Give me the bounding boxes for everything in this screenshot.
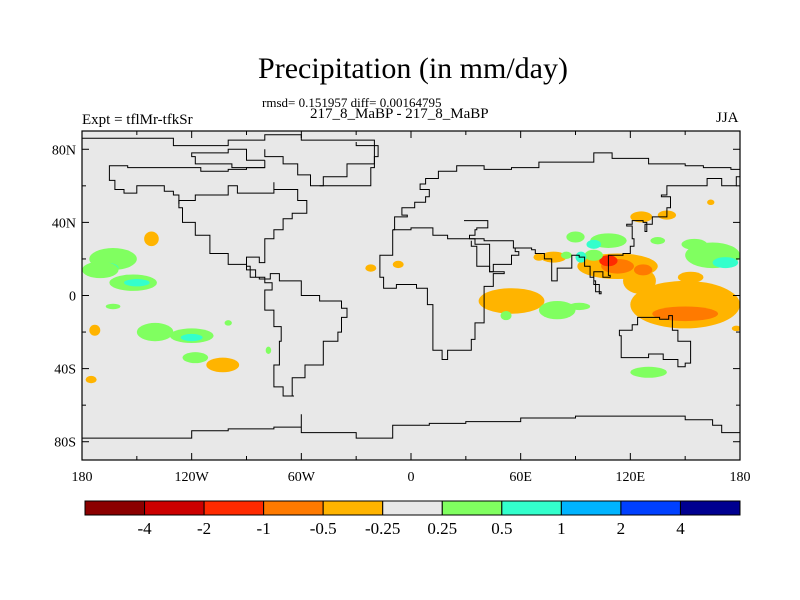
colorbar-swatch xyxy=(679,500,741,516)
anomaly-region xyxy=(89,324,101,336)
colorbar-label: 1 xyxy=(557,519,566,538)
colorbar-swatch xyxy=(560,500,622,516)
anomaly-region xyxy=(478,288,545,314)
anomaly-region xyxy=(584,249,603,261)
chart-title: Precipitation (in mm/day) xyxy=(258,52,568,85)
case-name-label: 217_8_MaBP - 217_8_MaBP xyxy=(310,106,489,122)
coastline xyxy=(108,165,265,205)
colorbar-swatch xyxy=(84,500,146,516)
colorbar-label: -1 xyxy=(257,519,271,538)
y-tick-label: 40N xyxy=(52,216,76,231)
x-tick-label: 180 xyxy=(730,470,751,485)
x-axis: 180 120W 60W 0 60E 120E 180 xyxy=(72,131,751,485)
coastline xyxy=(513,174,740,295)
anomaly-region xyxy=(182,352,209,364)
anomaly-region xyxy=(731,325,740,332)
coastline xyxy=(618,315,692,368)
colorbar-swatch xyxy=(144,500,205,516)
anomaly-region xyxy=(82,261,119,279)
x-tick-label: 60E xyxy=(509,470,532,485)
anomaly-region xyxy=(650,237,666,245)
y-tick-label: 80N xyxy=(52,143,76,158)
anomaly-region xyxy=(180,333,203,342)
anomaly-region xyxy=(677,271,704,283)
colorbar-label: -0.25 xyxy=(365,519,400,538)
colorbar xyxy=(84,500,741,516)
anomaly-region xyxy=(206,357,240,373)
anomaly-region xyxy=(365,264,377,272)
anomaly-region xyxy=(124,279,150,287)
coastline xyxy=(82,414,740,439)
anomaly-region xyxy=(136,322,174,342)
colorbar-label: -2 xyxy=(197,519,211,538)
anomaly-region xyxy=(630,280,740,329)
anomaly-region xyxy=(630,211,653,223)
colorbar-labels: -4 -2 -1 -0.5 -0.25 0.25 0.5 1 2 4 xyxy=(137,519,685,538)
anomaly-region xyxy=(560,251,572,259)
x-tick-label: 180 xyxy=(72,470,93,485)
coastline xyxy=(392,152,740,231)
colorbar-label: 2 xyxy=(617,519,626,538)
y-tick-label: 0 xyxy=(69,290,76,305)
map-background xyxy=(82,131,740,460)
y-tick-label: 40S xyxy=(54,363,76,378)
anomaly-region xyxy=(105,303,121,310)
anomaly-region xyxy=(566,231,585,243)
coastline xyxy=(178,182,348,397)
coastline xyxy=(379,227,505,360)
y-tick-label: 80S xyxy=(54,436,76,451)
x-tick-label: 60W xyxy=(288,470,316,485)
anomaly-region xyxy=(265,346,272,354)
coastline xyxy=(319,142,379,187)
anomaly-region xyxy=(533,253,545,261)
colorbar-label: -4 xyxy=(137,519,152,538)
colorbar-label: 0.25 xyxy=(427,519,457,538)
colorbar-label: 0.5 xyxy=(491,519,512,538)
colorbar-swatch xyxy=(441,500,503,516)
colorbar-swatch xyxy=(620,500,681,516)
colorbar-swatch xyxy=(263,500,324,516)
anomaly-region xyxy=(538,300,576,320)
colorbar-swatch xyxy=(322,500,384,516)
anomaly-region xyxy=(85,375,97,384)
anomaly-region xyxy=(540,251,567,263)
x-tick-label: 120W xyxy=(175,470,210,485)
season-label: JJA xyxy=(716,110,739,126)
colorbar-swatch xyxy=(203,500,265,516)
anomaly-region xyxy=(712,257,739,269)
colorbar-label: 4 xyxy=(676,519,685,538)
anomaly-region xyxy=(681,238,708,250)
anomaly-region xyxy=(586,239,602,249)
coastlines xyxy=(82,134,740,439)
colorbar-label: -0.5 xyxy=(310,519,337,538)
rmsd-diff-label: rmsd= 0.151957 diff= 0.00164795 xyxy=(262,95,442,110)
colorbar-swatch xyxy=(501,500,562,516)
anomaly-region xyxy=(392,260,404,269)
coastline xyxy=(191,148,266,169)
experiment-label: Expt = tflMr-tfkSr xyxy=(82,112,193,128)
y-axis: 80N 40N 0 40S 80S xyxy=(52,143,740,451)
anomaly-region xyxy=(568,302,591,311)
x-tick-label: 120E xyxy=(616,470,646,485)
colorbar-swatch xyxy=(382,500,443,516)
x-tick-label: 0 xyxy=(408,470,415,485)
anomaly-region xyxy=(633,264,653,276)
anomaly-region xyxy=(630,366,667,378)
anomaly-region xyxy=(224,320,232,326)
anomaly-region xyxy=(707,199,715,206)
anomaly-region xyxy=(500,311,512,321)
anomaly-region xyxy=(144,231,159,247)
